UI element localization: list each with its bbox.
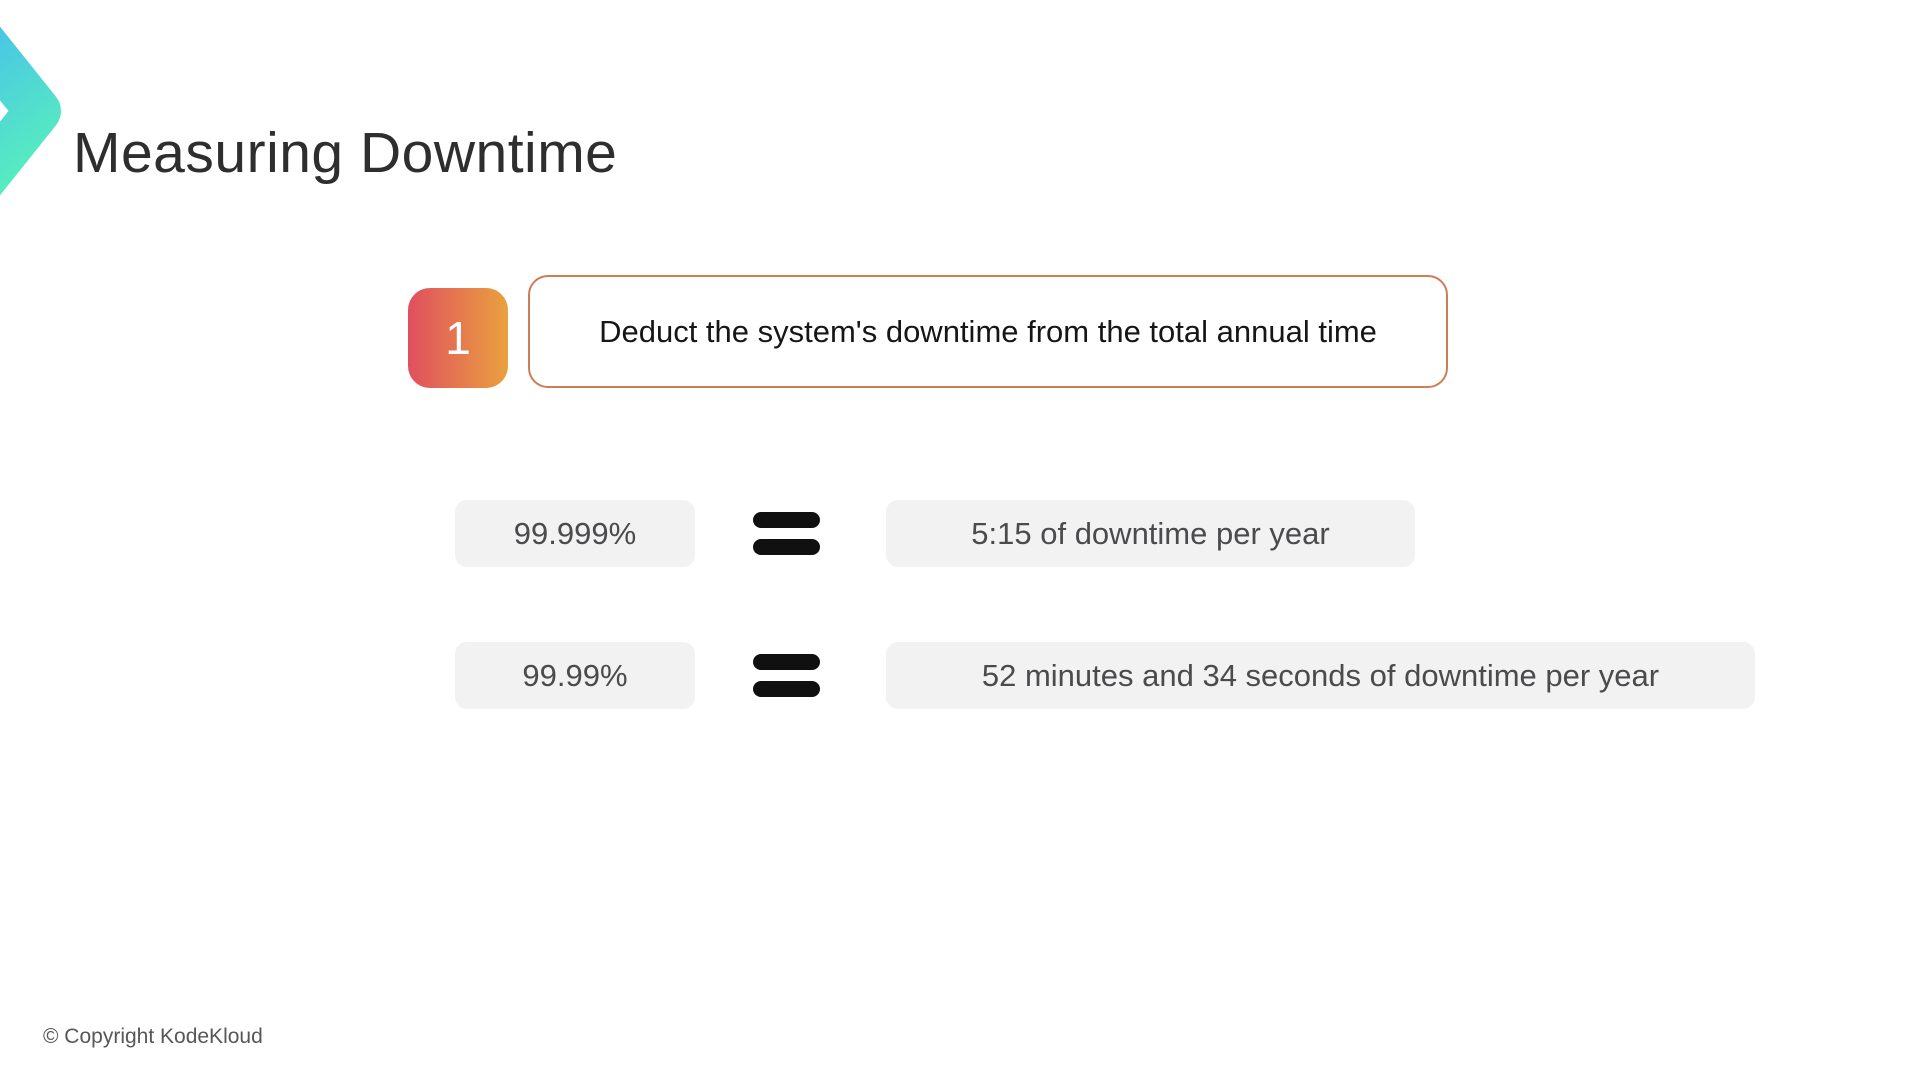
page-title: Measuring Downtime: [73, 121, 618, 186]
step-description-text: Deduct the system's downtime from the to…: [599, 313, 1377, 349]
downtime-description-text: 52 minutes and 34 seconds of downtime pe…: [981, 657, 1660, 693]
downtime-description-text: 5:15 of downtime per year: [971, 515, 1330, 551]
step-description-box: Deduct the system's downtime from the to…: [528, 275, 1448, 388]
copyright-text: © Copyright KodeKloud: [43, 1025, 263, 1048]
availability-percent-text: 99.99%: [522, 657, 628, 693]
equals-bar-bottom: [753, 539, 820, 555]
equals-bar-top: [753, 654, 820, 670]
availability-percent-text: 99.999%: [513, 515, 637, 551]
step-number-badge: 1: [408, 288, 508, 388]
downtime-description-pill: 5:15 of downtime per year: [886, 500, 1415, 567]
equals-icon: [753, 500, 820, 567]
downtime-description-pill: 52 minutes and 34 seconds of downtime pe…: [886, 642, 1755, 709]
equals-bar-top: [753, 512, 820, 528]
step-number: 1: [445, 312, 471, 364]
equals-icon: [753, 642, 820, 709]
equals-bar-bottom: [753, 681, 820, 697]
kodekloud-logo-icon: [0, 26, 61, 195]
availability-percent-pill: 99.99%: [455, 642, 695, 709]
availability-percent-pill: 99.999%: [455, 500, 695, 567]
